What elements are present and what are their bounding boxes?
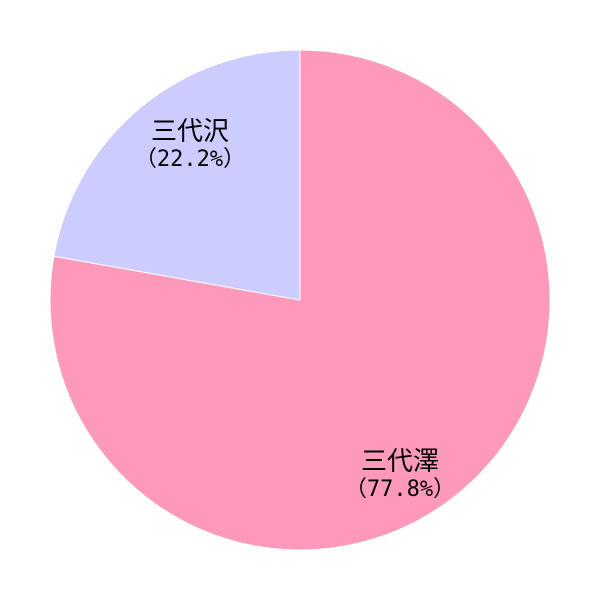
pie-slice-1 [54,50,300,300]
slice-pct-0: （77.8%） [345,477,455,502]
slice-label-1: 三代沢 [151,117,229,147]
pie-chart: 三代澤（77.8%） 三代沢（22.2%） [0,0,600,600]
pie-slices [50,50,550,550]
slice-pct-1: （22.2%） [135,147,245,172]
slice-label-0: 三代澤 [361,447,439,477]
